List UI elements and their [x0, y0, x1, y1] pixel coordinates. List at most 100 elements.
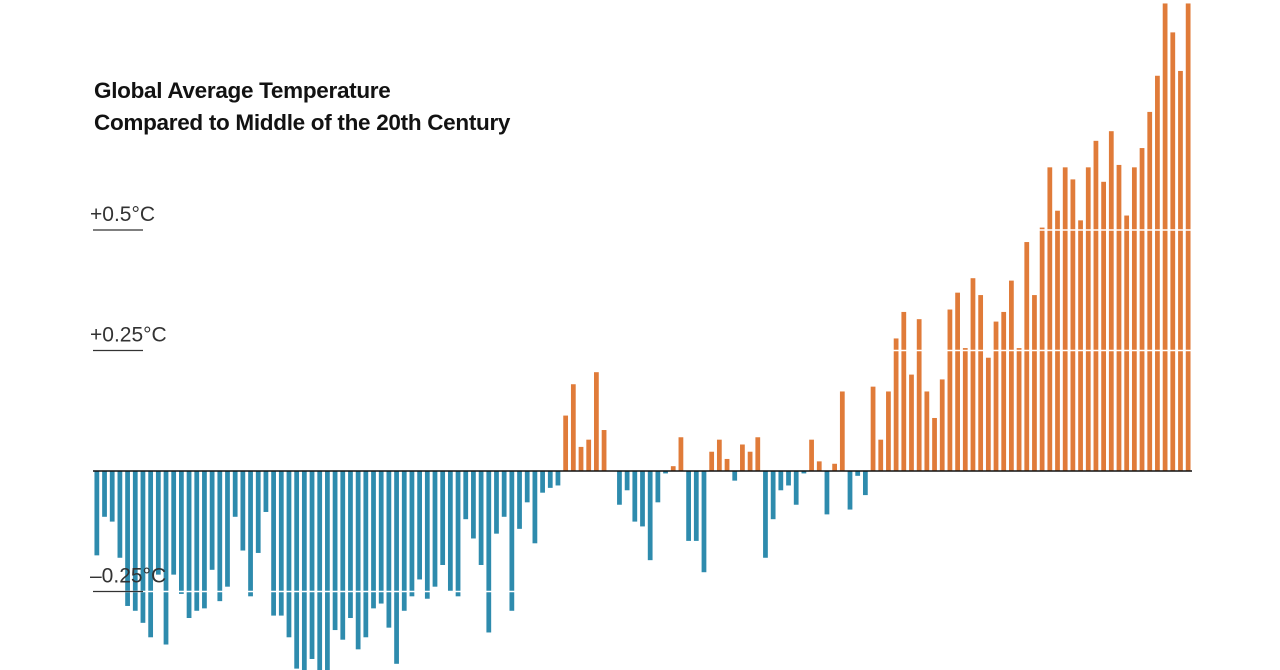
- bar-111: [947, 309, 953, 471]
- bar-114: [970, 278, 976, 471]
- bar-46: [447, 471, 453, 592]
- bar-105: [901, 311, 907, 471]
- bar-64: [586, 439, 592, 471]
- bar-99: [855, 471, 861, 476]
- bar-39: [394, 471, 399, 664]
- bar-74: [663, 471, 668, 474]
- bar-66: [601, 430, 607, 471]
- bar-47: [455, 471, 461, 597]
- bar-7: [148, 471, 154, 638]
- bar-34: [355, 471, 361, 650]
- bar-70: [632, 471, 638, 522]
- bar-33: [348, 471, 353, 619]
- bar-76: [678, 437, 684, 471]
- bar-79: [701, 471, 707, 573]
- bar-48: [463, 471, 469, 520]
- bar-13: [194, 471, 200, 611]
- bar-125: [1055, 210, 1060, 471]
- bar-123: [1039, 227, 1045, 471]
- bar-75: [670, 466, 676, 471]
- bar-28: [309, 471, 315, 659]
- bar-38: [386, 471, 392, 628]
- bar-139: [1162, 3, 1168, 472]
- bar-36: [371, 471, 376, 609]
- bar-83: [732, 471, 738, 481]
- bar-0: [94, 471, 100, 556]
- bar-109: [932, 417, 937, 471]
- bar-53: [501, 471, 507, 517]
- bar-135: [1131, 167, 1137, 471]
- bar-72: [647, 471, 653, 561]
- bar-14: [202, 471, 207, 609]
- bar-85: [747, 451, 753, 471]
- bar-20: [248, 471, 253, 597]
- bar-30: [325, 471, 330, 670]
- gridlines-layer: [93, 229, 1192, 593]
- bar-62: [570, 384, 576, 471]
- bar-16: [217, 471, 223, 602]
- bar-22: [263, 471, 269, 512]
- bar-31: [332, 471, 338, 631]
- bar-42: [417, 471, 422, 580]
- bar-121: [1024, 242, 1030, 471]
- bar-2: [109, 471, 115, 522]
- bar-6: [140, 471, 146, 623]
- bar-86: [755, 437, 761, 471]
- bar-52: [494, 471, 499, 534]
- bar-5: [132, 471, 138, 611]
- bar-43: [424, 471, 430, 599]
- bar-78: [693, 471, 699, 541]
- bar-96: [832, 463, 838, 471]
- bar-87: [763, 471, 768, 558]
- bar-103: [886, 391, 891, 471]
- bar-21: [255, 471, 261, 553]
- chart-subtitle: Compared to Middle of the 20th Century: [94, 110, 511, 135]
- bar-27: [301, 471, 307, 670]
- bar-128: [1078, 220, 1083, 471]
- bar-40: [401, 471, 407, 611]
- bar-140: [1170, 32, 1176, 471]
- bar-136: [1139, 148, 1145, 471]
- bar-59: [547, 471, 553, 488]
- bar-132: [1108, 131, 1114, 471]
- bar-3: [117, 471, 123, 558]
- tick-label-0: +0.5°C: [90, 203, 155, 226]
- bars-layer: [94, 3, 1191, 670]
- bar-18: [232, 471, 238, 517]
- bar-26: [294, 471, 300, 669]
- bar-91: [793, 471, 799, 505]
- bar-8: [155, 471, 161, 575]
- bar-1: [102, 471, 107, 517]
- bar-131: [1101, 181, 1106, 472]
- chart-title: Global Average Temperature: [94, 78, 390, 103]
- bar-50: [478, 471, 484, 565]
- bar-55: [517, 471, 522, 529]
- bar-108: [924, 391, 930, 471]
- bar-54: [509, 471, 515, 611]
- bar-118: [1001, 311, 1007, 471]
- bar-137: [1147, 111, 1153, 471]
- bar-24: [278, 471, 284, 616]
- bar-126: [1062, 167, 1068, 471]
- bar-90: [786, 471, 791, 486]
- bar-58: [540, 471, 545, 493]
- bar-10: [171, 471, 177, 575]
- bar-82: [724, 458, 730, 471]
- bar-61: [563, 415, 569, 471]
- bar-19: [240, 471, 246, 551]
- bar-37: [378, 471, 384, 604]
- bar-4: [125, 471, 130, 606]
- bar-45: [440, 471, 446, 565]
- bar-98: [847, 471, 853, 510]
- bar-133: [1116, 164, 1122, 471]
- bar-115: [978, 295, 984, 471]
- bar-141: [1178, 70, 1183, 471]
- bar-44: [432, 471, 438, 587]
- bar-35: [363, 471, 369, 638]
- bar-88: [770, 471, 776, 520]
- bar-12: [186, 471, 192, 619]
- bar-68: [617, 471, 622, 505]
- bar-129: [1085, 167, 1091, 471]
